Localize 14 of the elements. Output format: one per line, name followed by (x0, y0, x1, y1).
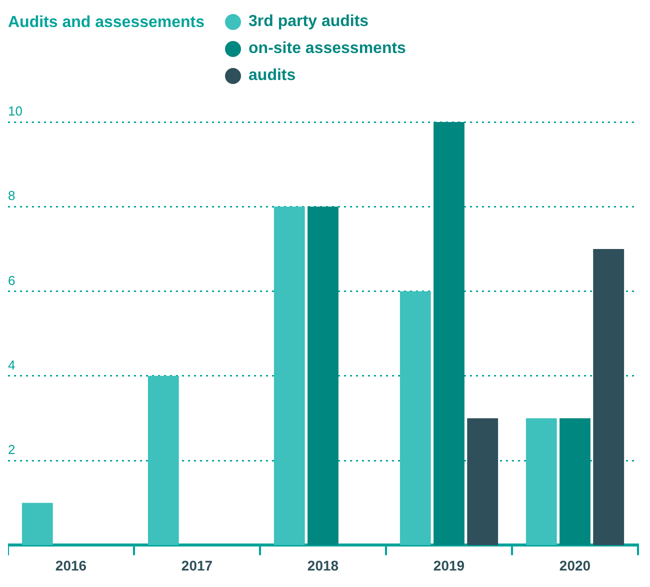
chart-title: Audits and assessements (8, 13, 205, 32)
y-tick-label: 4 (8, 358, 16, 372)
x-tick-label: 2018 (307, 557, 339, 574)
legend-label: 3rd party audits (248, 12, 369, 30)
y-tick-label: 2 (8, 442, 16, 458)
y-tick-label: 8 (8, 188, 16, 204)
legend-label: on-site assessments (248, 40, 406, 58)
x-tick-label: 2017 (181, 557, 213, 574)
x-tick-label: 2020 (559, 557, 591, 574)
y-tick-label: 6 (8, 272, 16, 288)
legend-label: audits (248, 66, 296, 84)
x-tick-label: 2019 (433, 557, 465, 574)
x-tick-label: 2016 (55, 557, 87, 574)
y-tick-label: 10 (8, 104, 22, 119)
